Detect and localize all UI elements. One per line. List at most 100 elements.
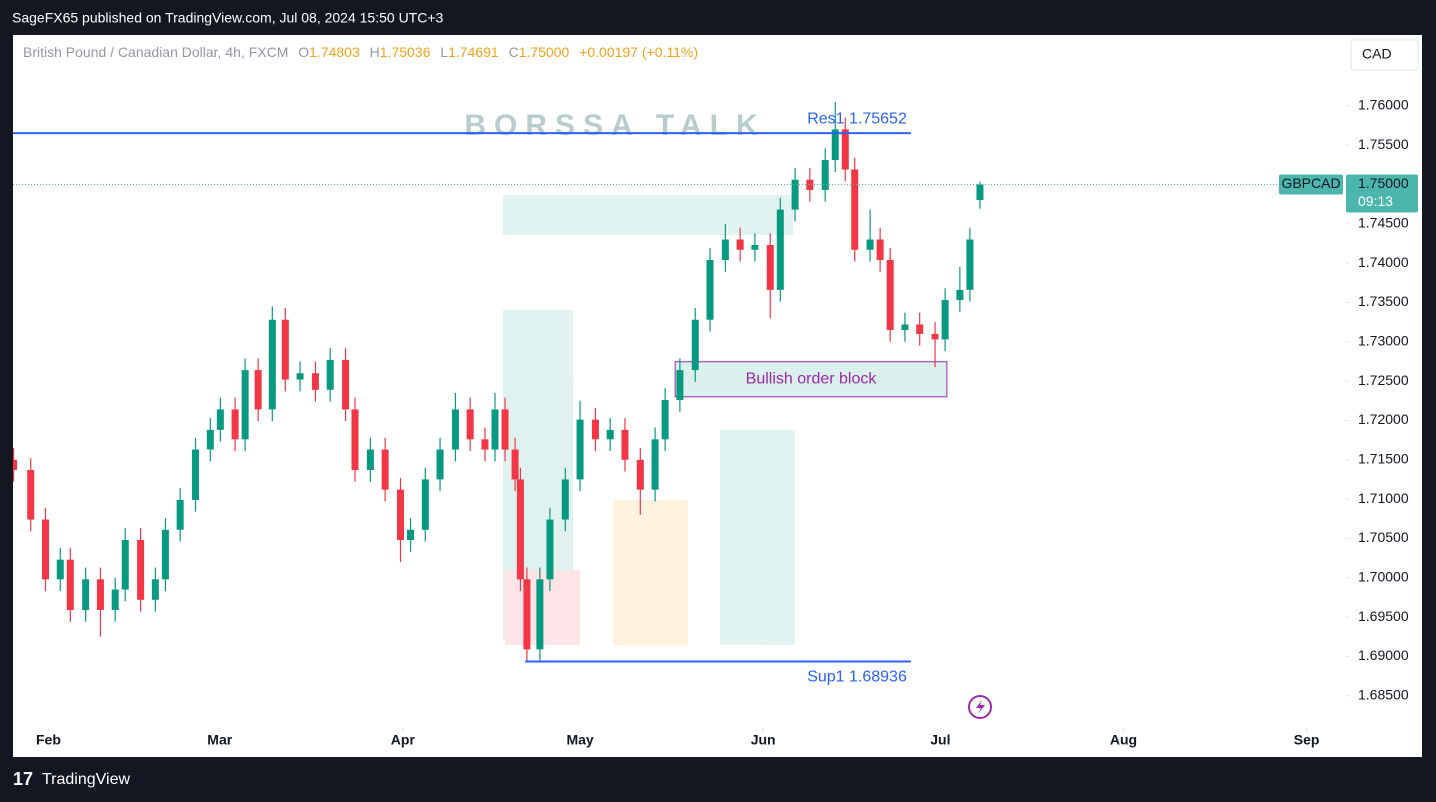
candle-body [296, 373, 304, 380]
y-tick-label: 1.70500 [1358, 529, 1409, 545]
close-label: C [509, 44, 519, 60]
open-value: 1.74803 [309, 44, 360, 60]
candle-body [491, 409, 499, 450]
candle-body [381, 449, 389, 490]
candle-body [866, 239, 874, 250]
candle-body [13, 459, 18, 470]
candle-body [436, 449, 444, 480]
y-tick-label: 1.68500 [1358, 686, 1409, 702]
candle-body [636, 459, 644, 490]
candle-body [342, 359, 350, 410]
y-tick-label: 1.75500 [1358, 136, 1409, 152]
candle-body [956, 289, 964, 301]
x-tick-label: Jul [930, 732, 950, 748]
watermark-logo [503, 195, 795, 645]
low-value: 1.74691 [448, 44, 499, 60]
candle-body [56, 559, 64, 580]
candle-body [706, 259, 714, 320]
low-label: L [440, 44, 448, 60]
plot-area: Bullish order block Res1 1.75652 Sup1 1.68… [13, 101, 984, 686]
x-tick-label: Apr [391, 732, 416, 748]
candle-body [791, 179, 799, 210]
candle-body [831, 129, 839, 161]
candle-body [466, 409, 474, 440]
legend: British Pound / Canadian Dollar, 4h, FXC… [23, 44, 698, 60]
realtime-icon [968, 695, 992, 719]
candle-body [876, 239, 884, 260]
candle-body [901, 324, 909, 330]
candle-body [931, 333, 939, 340]
candle-body [66, 559, 74, 611]
open-label: O [298, 44, 309, 60]
candle-body [976, 184, 984, 200]
currency: CAD [1362, 46, 1392, 62]
candle-body [523, 579, 531, 650]
x-tick-label: Aug [1110, 732, 1137, 748]
price-tag-label: 1.75000 [1358, 175, 1409, 191]
candle-body [192, 449, 200, 500]
candle-body [851, 169, 859, 250]
candle-body [41, 519, 49, 580]
candle-body [161, 529, 169, 580]
candle-body [27, 469, 35, 520]
footer-bg [0, 757, 1436, 802]
candle-body [916, 324, 924, 334]
y-tick-label: 1.70000 [1358, 568, 1409, 584]
y-tick-label: 1.72500 [1358, 372, 1409, 388]
candle-body [268, 319, 276, 410]
order-block [674, 361, 948, 398]
candle-body [516, 479, 524, 580]
candle-body [241, 370, 249, 440]
candle-body [281, 319, 289, 380]
level-label: Res1 1.75652 [807, 110, 907, 127]
candle-body [366, 449, 374, 470]
candle-body [546, 519, 554, 580]
candle-body [661, 399, 669, 440]
candle-body [806, 179, 814, 190]
candle-body [751, 245, 759, 250]
price-tag [1346, 174, 1418, 213]
change: +0.00197 (+0.11%) [579, 44, 698, 60]
candle-body [396, 489, 404, 541]
currency-button[interactable] [1350, 39, 1419, 71]
candle-body [254, 370, 262, 410]
candle-body [736, 239, 744, 250]
y-tick-label: 1.69000 [1358, 647, 1409, 663]
candle-body [591, 419, 599, 440]
x-tick-label: Sep [1294, 732, 1320, 748]
y-tick-label: 1.72000 [1358, 411, 1409, 427]
candle-body [137, 540, 145, 600]
candle-body [82, 579, 90, 611]
candle-body [966, 239, 974, 290]
candle-body [651, 439, 659, 490]
candle-body [351, 409, 359, 470]
y-tick-label: 1.76000 [1358, 96, 1409, 112]
close-value: 1.75000 [519, 44, 570, 60]
candle-body [606, 429, 614, 440]
candle-body [451, 409, 459, 450]
x-tick-label: Feb [36, 732, 61, 748]
order-block-label: Bullish order block [746, 370, 878, 387]
candle-body [111, 589, 119, 611]
candle-body [776, 209, 784, 290]
candle-body [576, 419, 584, 480]
high-value: 1.75036 [380, 44, 431, 60]
level-label: Sup1 1.68936 [807, 669, 907, 686]
candle-body [941, 300, 949, 340]
symbol-name: British Pound / Canadian Dollar, 4h, FXC… [23, 44, 288, 60]
candle-body [676, 370, 684, 400]
symbol-tag-label: GBPCAD [1281, 175, 1340, 191]
high-label: H [370, 44, 380, 60]
footer: TradingView [42, 771, 130, 788]
watermark: BORSSA TALK [464, 109, 765, 142]
publisher: SageFX65 published on TradingView.com, J… [12, 10, 444, 26]
candle-body [151, 579, 159, 600]
y-tick-label: 1.73000 [1358, 332, 1409, 348]
candle-body [766, 245, 774, 290]
candle-body [536, 579, 544, 650]
candle-body [421, 479, 429, 530]
candle-body [561, 479, 569, 520]
candle-body [121, 540, 129, 590]
